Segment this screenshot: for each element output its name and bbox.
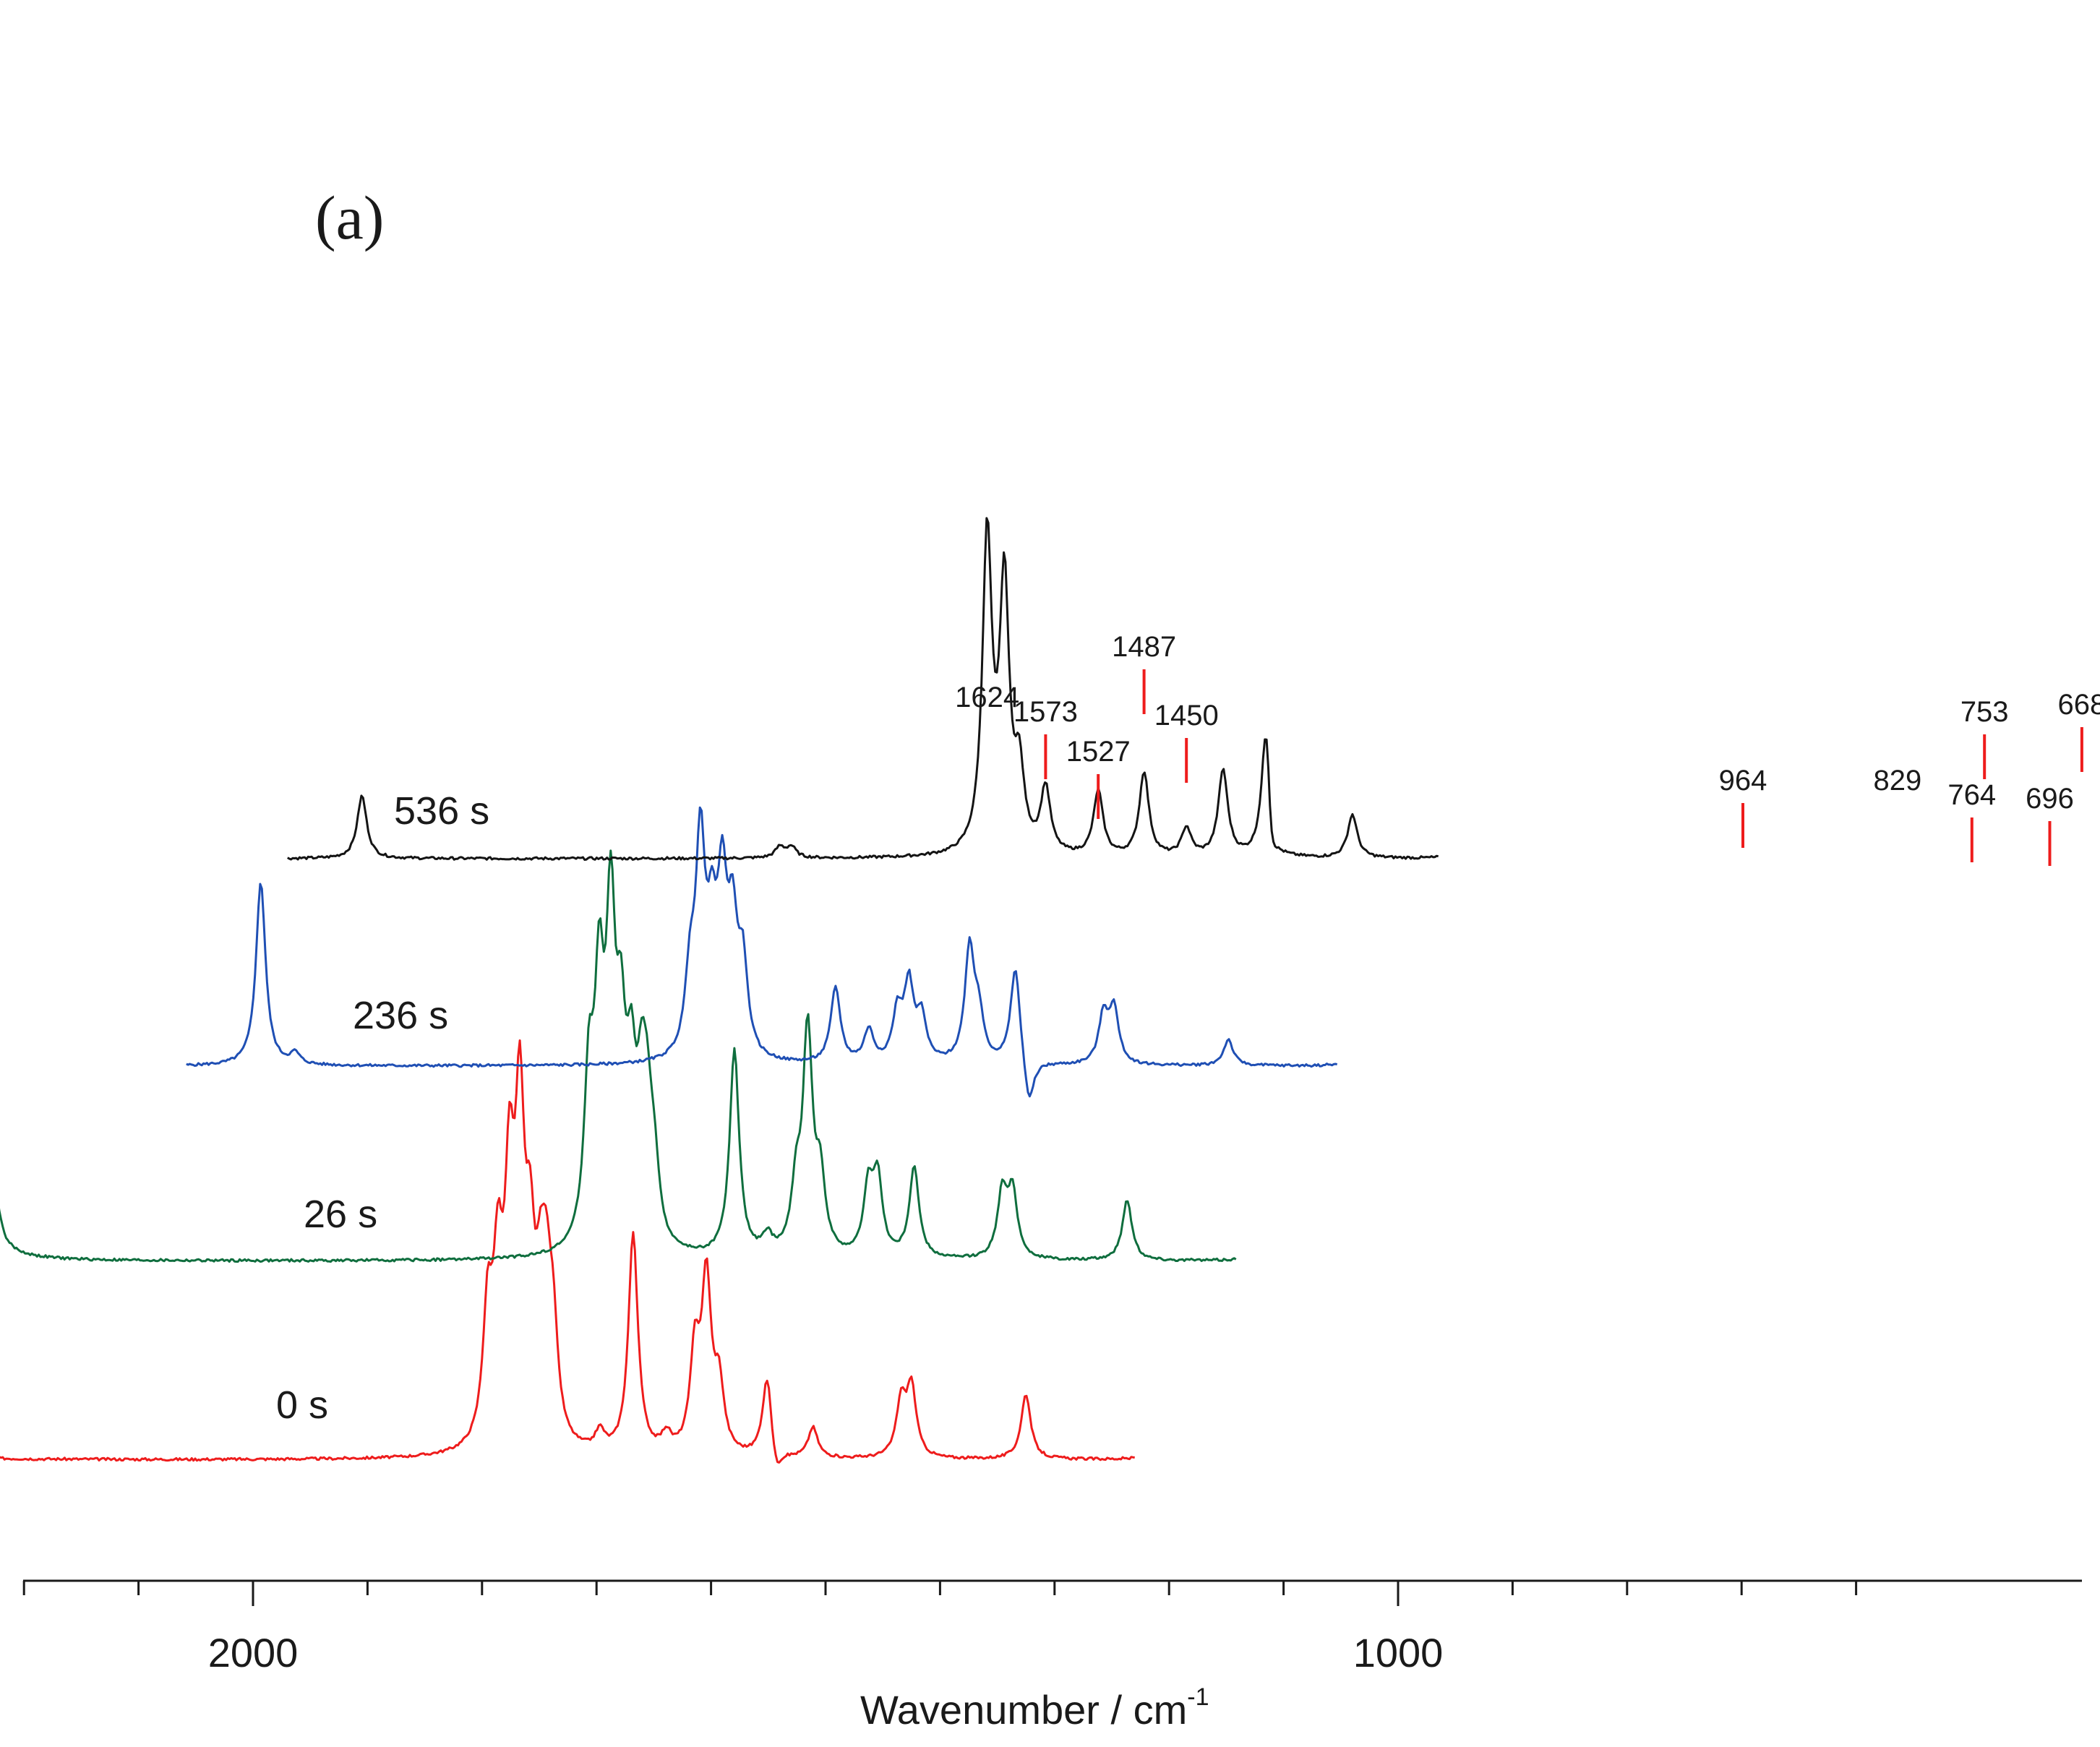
spectrum-line-536s [287, 517, 1439, 861]
trace-label-536s: 536 s [394, 789, 489, 833]
x-axis-title-superscript: -1 [1187, 1683, 1209, 1711]
x-axis: 2000 1000 Wavenumber / cm-1 [22, 1579, 2082, 1733]
peak-label-753: 753 [1960, 696, 2009, 728]
spectra-traces [0, 517, 1439, 1464]
peak-label-1527: 1527 [1066, 736, 1131, 768]
peak-label-1573: 1573 [1013, 696, 1078, 728]
x-tick-label-2000: 2000 [208, 1630, 299, 1675]
spectrum-line-236s [186, 806, 1338, 1098]
trace-label-26s: 26 s [304, 1193, 377, 1236]
trace-label-0s: 0 s [276, 1383, 328, 1427]
peak-label-668: 668 [2058, 689, 2100, 721]
panel-label: (a) [315, 183, 384, 252]
spectrum-line-26s [0, 849, 1237, 1263]
x-tick-label-1000: 1000 [1353, 1630, 1444, 1675]
trace-label-236s: 236 s [353, 994, 448, 1037]
peak-label-696: 696 [2026, 783, 2074, 815]
peak-label-1487: 1487 [1112, 631, 1176, 663]
spectrum-line-0s [0, 1039, 1135, 1464]
x-axis-title: Wavenumber / cm-1 [860, 1683, 1209, 1733]
trace-labels: 0 s 26 s 236 s 536 s [276, 789, 489, 1427]
peak-label-764: 764 [1947, 779, 1996, 811]
peak-label-964: 964 [1719, 765, 1767, 797]
peak-label-829: 829 [1874, 765, 1922, 797]
peak-label-1450: 1450 [1154, 700, 1219, 731]
peak-label-1624: 1624 [955, 682, 1019, 713]
x-axis-ticks [22, 1581, 1858, 1606]
x-axis-title-text: Wavenumber / cm [860, 1687, 1187, 1733]
